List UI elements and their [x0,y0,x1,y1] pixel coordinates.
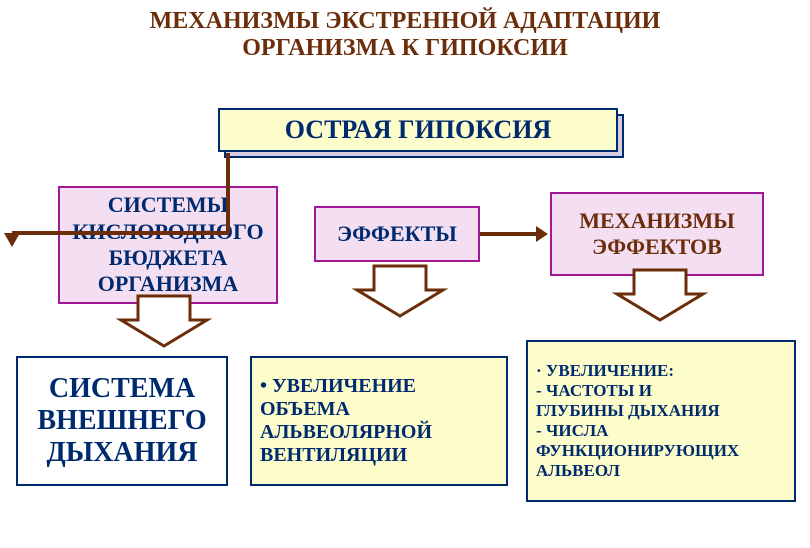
middle-box-systems: СИСТЕМЫ КИСЛОРОДНОГО БЮДЖЕТА ОРГАНИЗМА [58,186,278,304]
bottom-box-effect-detail: • УВЕЛИЧЕНИЕ ОБЪЕМА АЛЬВЕОЛЯРНОЙ ВЕНТИЛЯ… [250,356,508,486]
bottom-box-mechanism-detail: · УВЕЛИЧЕНИЕ: - ЧАСТОТЫ И ГЛУБИНЫ ДЫХАНИ… [526,340,796,502]
bottom-box-breathing-system: СИСТЕМА ВНЕШНЕГО ДЫХАНИЯ [16,356,228,486]
middle-box-effects-text: ЭФФЕКТЫ [337,221,457,247]
title-line-2: ОРГАНИЗМА К ГИПОКСИИ [0,35,810,62]
middle-box-mechanisms: МЕХАНИЗМЫ ЭФФЕКТОВ [550,192,764,276]
title-line-1: МЕХАНИЗМЫ ЭКСТРЕННОЙ АДАПТАЦИИ [0,8,810,35]
middle-box-mechanisms-text: МЕХАНИЗМЫ ЭФФЕКТОВ [579,208,734,261]
middle-box-systems-text: СИСТЕМЫ КИСЛОРОДНОГО БЮДЖЕТА ОРГАНИЗМА [72,192,263,298]
page-title: МЕХАНИЗМЫ ЭКСТРЕННОЙ АДАПТАЦИИ ОРГАНИЗМА… [0,8,810,62]
top-box-text: ОСТРАЯ ГИПОКСИЯ [285,115,551,145]
middle-box-effects: ЭФФЕКТЫ [314,206,480,262]
top-box: ОСТРАЯ ГИПОКСИЯ [218,108,618,152]
